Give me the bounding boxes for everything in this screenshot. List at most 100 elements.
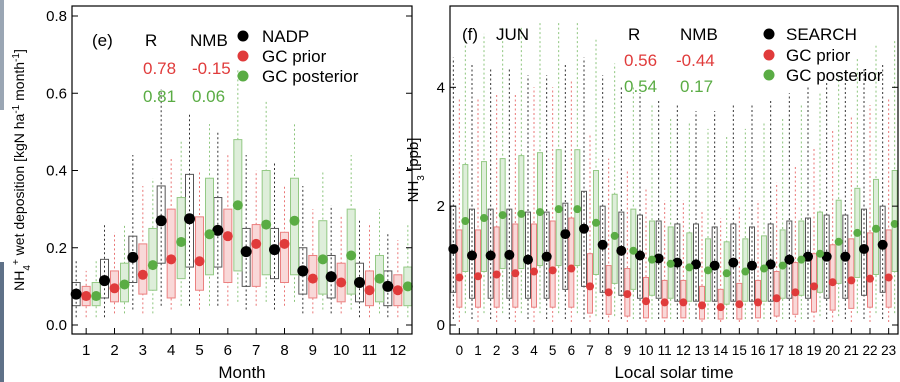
data-point <box>754 298 762 307</box>
data-point <box>81 291 92 302</box>
x-tick-label: 9 <box>309 342 317 359</box>
data-point <box>467 250 477 261</box>
panel-e-nmb-header: NMB <box>190 31 228 50</box>
panel-e-xlabel: Month <box>218 363 265 382</box>
data-point <box>616 245 627 256</box>
panel-e-posterior-r: 0.81 <box>143 87 176 106</box>
data-point <box>289 215 300 226</box>
panel-f-annotation: JUN <box>496 25 529 44</box>
legend-marker-gc-prior <box>237 50 249 62</box>
data-point <box>455 273 464 282</box>
data-point <box>232 200 243 211</box>
legend-label-search: SEARCH <box>786 25 857 44</box>
y-tick-label: 0 <box>437 317 445 334</box>
data-point <box>579 223 589 234</box>
ylabel-f-unit: [ppb] <box>405 138 422 176</box>
ylabel-f-sub-3: 3 <box>416 175 427 181</box>
panel-f-legend: SEARCH GC prior GC posterior <box>763 25 883 85</box>
box <box>251 224 261 287</box>
data-point <box>317 254 328 265</box>
left-edge-strip-bottom <box>0 262 4 382</box>
x-tick-label: 7 <box>252 342 260 359</box>
data-point <box>597 239 608 250</box>
data-point <box>704 266 712 275</box>
data-point <box>679 298 688 307</box>
box <box>205 177 214 276</box>
box <box>166 208 176 299</box>
data-point <box>890 219 899 228</box>
panel-f-prior-nmb: -0.44 <box>676 51 715 70</box>
box <box>525 211 531 299</box>
box <box>512 223 519 308</box>
x-tick-label: 12 <box>676 343 691 358</box>
data-point <box>698 301 706 310</box>
data-point <box>642 297 650 306</box>
data-point <box>747 260 757 271</box>
data-point <box>778 261 787 270</box>
legend-label-gc-posterior-f: GC posterior <box>786 66 883 85</box>
data-point <box>204 229 215 240</box>
x-tick-label: 2 <box>110 342 118 359</box>
x-tick-label: 7 <box>586 343 594 358</box>
data-point <box>251 238 262 249</box>
data-point <box>523 254 533 265</box>
panel-e-axes: 0.00.20.40.60.81 2 3 4 5 6 7 8 9 10 11 12 <box>46 8 412 359</box>
data-point <box>672 257 683 268</box>
x-tick-label: 4 <box>530 343 538 358</box>
box <box>867 232 873 308</box>
data-point <box>884 273 893 282</box>
box <box>531 223 537 308</box>
y-tick-label: 0.8 <box>46 8 67 25</box>
ylabel-sup-2: -1 <box>11 53 22 62</box>
data-point <box>810 282 818 291</box>
x-tick-label: 8 <box>280 342 288 359</box>
data-point <box>127 251 139 263</box>
data-point <box>137 269 148 280</box>
data-point <box>474 272 482 281</box>
ylabel-end: ] <box>11 49 27 53</box>
data-point <box>877 239 888 250</box>
box <box>290 177 299 276</box>
data-point <box>816 249 824 258</box>
data-point <box>784 254 795 265</box>
ylabel-nh: NH <box>11 271 27 291</box>
box <box>456 229 463 308</box>
data-point <box>548 266 557 275</box>
data-point <box>374 273 385 284</box>
legend-marker-gc-posterior-f <box>763 69 775 81</box>
data-point <box>91 291 102 302</box>
data-point <box>492 270 501 279</box>
data-point <box>392 285 403 296</box>
x-tick-label: 19 <box>806 343 821 358</box>
data-point <box>297 265 309 277</box>
legend-marker-gc-posterior <box>237 70 249 82</box>
data-point <box>212 224 224 236</box>
data-point <box>147 260 158 271</box>
box <box>148 227 158 291</box>
y-tick-label: 0.2 <box>46 240 67 257</box>
data-point <box>859 243 869 254</box>
x-tick-label: 3 <box>512 343 520 358</box>
x-tick-label: 10 <box>333 342 350 359</box>
data-point <box>194 256 205 267</box>
data-point <box>866 274 874 283</box>
data-point <box>222 231 233 242</box>
data-point <box>735 300 744 309</box>
box <box>280 231 289 284</box>
panel-f-prior-r: 0.56 <box>624 51 657 70</box>
data-point <box>346 250 357 261</box>
panel-f-nmb-header: NMB <box>680 25 718 44</box>
legend-label-nadp: NADP <box>262 27 309 46</box>
data-point <box>648 255 656 264</box>
panel-e-marks <box>70 70 413 318</box>
x-tick-label: 15 <box>732 343 747 358</box>
x-tick-label: 6 <box>568 343 576 358</box>
data-point <box>691 259 701 270</box>
panel-f-marks <box>448 21 899 323</box>
data-point <box>765 259 776 270</box>
x-tick-label: 1 <box>82 342 90 359</box>
panel-f-r-header: R <box>628 25 640 44</box>
x-tick-label: 3 <box>139 342 147 359</box>
